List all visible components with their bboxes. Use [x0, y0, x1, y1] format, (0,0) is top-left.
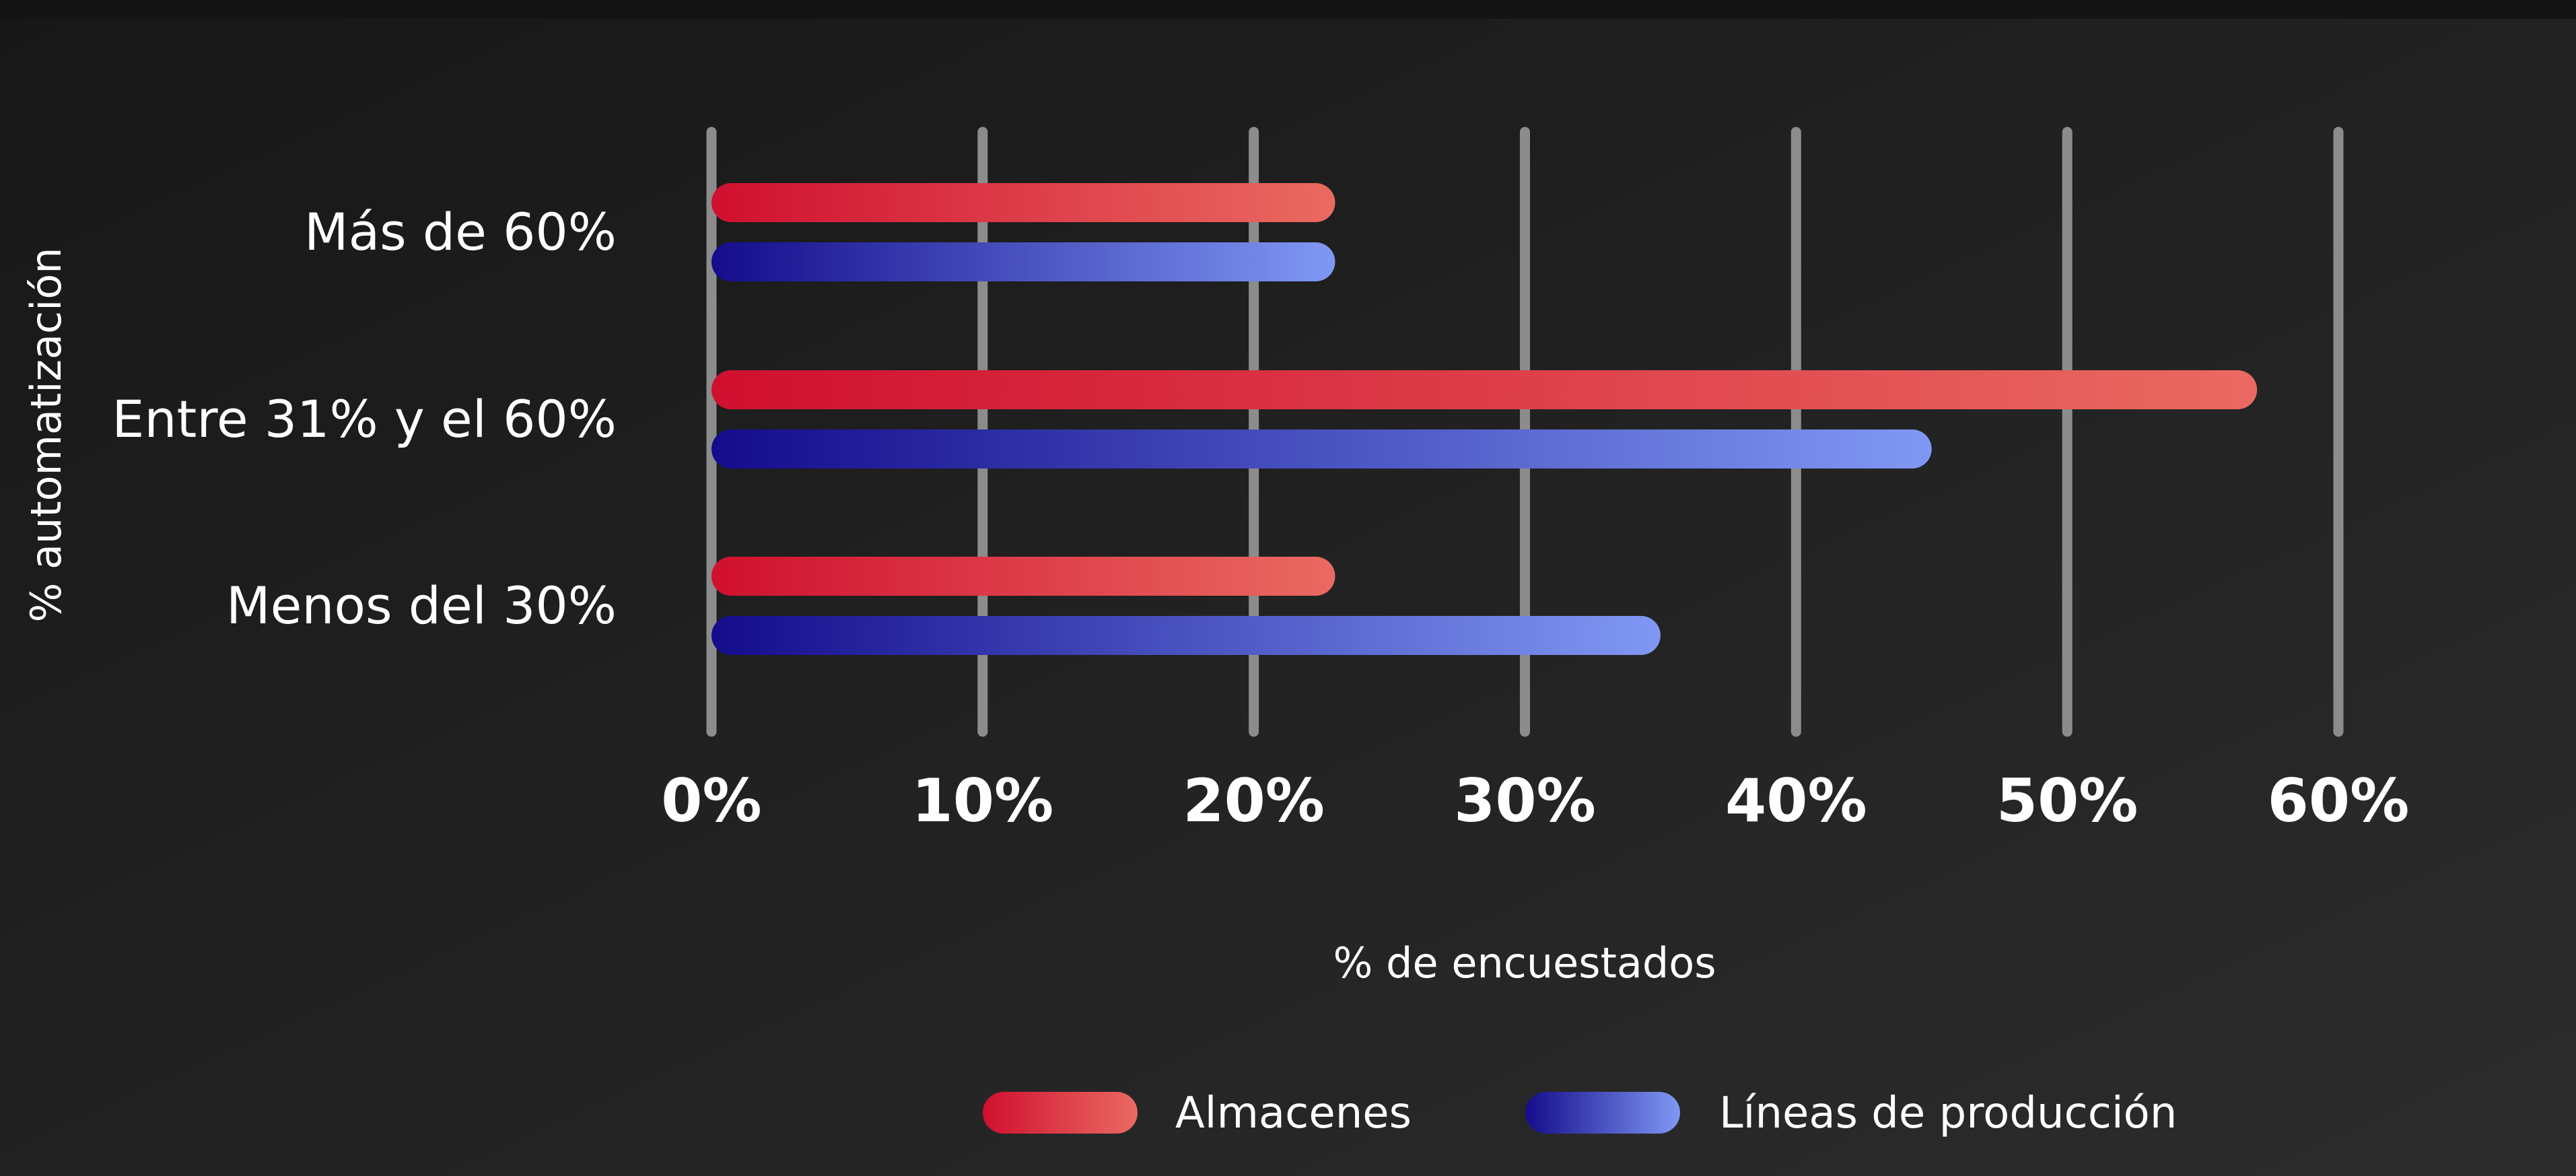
x-tick-label: 60%: [2268, 766, 2410, 835]
x-tick-label: 0%: [661, 766, 761, 835]
bar-lineas-produccion: [711, 242, 1335, 281]
category-label: Menos del 30%: [226, 576, 617, 635]
x-tick-label: 20%: [1183, 766, 1325, 835]
x-tick-labels: 0% 10% 20% 30% 40% 50% 60%: [661, 766, 2409, 835]
legend-label: Almacenes: [1175, 1088, 1412, 1138]
bar-almacenes: [711, 557, 1335, 596]
legend-swatch: [1525, 1092, 1680, 1134]
y-axis-title: % automatización: [22, 247, 71, 622]
x-tick-label: 40%: [1725, 766, 1867, 835]
x-tick-label: 10%: [912, 766, 1054, 835]
x-tick-label: 50%: [1996, 766, 2138, 835]
bar-lineas-produccion: [711, 429, 1932, 469]
legend: Almacenes Líneas de producción: [983, 1088, 2177, 1138]
legend-swatch: [983, 1092, 1138, 1134]
x-axis-title: % de encuestados: [1333, 938, 1716, 988]
legend-label: Líneas de producción: [1719, 1088, 2177, 1138]
category-label: Más de 60%: [304, 202, 617, 262]
category-label: Entre 31% y el 60%: [112, 389, 617, 449]
x-tick-label: 30%: [1454, 766, 1596, 835]
bar-almacenes: [711, 370, 2258, 409]
bars: [711, 183, 2258, 655]
category-labels: Más de 60% Entre 31% y el 60% Menos del 30…: [112, 202, 617, 635]
bar-almacenes: [711, 183, 1335, 222]
top-band: [0, 0, 2576, 19]
bar-lineas-produccion: [711, 616, 1661, 655]
